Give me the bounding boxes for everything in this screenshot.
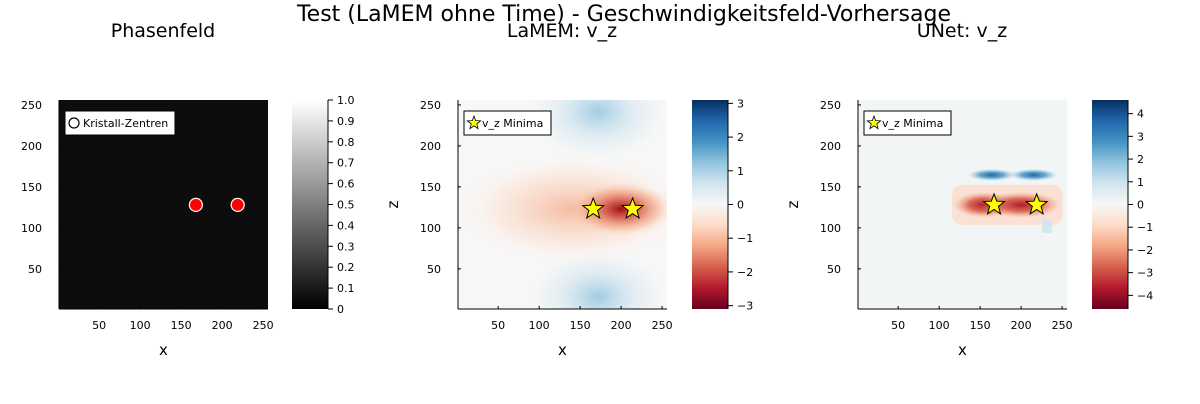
x-tick-label: 50: [92, 319, 106, 332]
predicted-artifact: [1041, 218, 1052, 233]
colorbar-tick-label: 0: [737, 199, 744, 212]
colorbar-tick-label: 0.2: [337, 261, 355, 274]
colorbar-tick-label: 2: [737, 131, 744, 144]
colorbar-tick-label: 0: [1137, 199, 1144, 212]
colorbar: [692, 100, 728, 309]
heatmap-field: [458, 100, 667, 309]
y-axis-label: z: [384, 200, 402, 208]
legend-star-icon: [866, 114, 882, 130]
x-tick-label: 200: [212, 319, 233, 332]
crystal-center-marker: [230, 197, 245, 213]
y-tick-label: 200: [420, 140, 441, 153]
legend-circle-icon: [68, 117, 80, 129]
crystal-center-marker: [188, 197, 203, 213]
y-tick-label: 50: [427, 263, 441, 276]
x-tick-label: 250: [253, 319, 274, 332]
y-tick-label: 100: [420, 222, 441, 235]
x-axis-label: x: [958, 341, 967, 359]
colorbar-tick-label: 0.9: [337, 115, 355, 128]
x-tick-label: 200: [1011, 319, 1032, 332]
x-tick-label: 100: [130, 319, 151, 332]
y-tick-label: 200: [21, 140, 42, 153]
y-tick-label: 100: [21, 222, 42, 235]
colorbar-tick-label: −3: [737, 300, 753, 313]
colorbar-tick-label: 0.5: [337, 199, 355, 212]
downwelling-core: [569, 182, 667, 236]
colorbar-tick-label: 3: [737, 97, 744, 110]
x-tick-label: 200: [611, 319, 632, 332]
colorbar-tick-label: 3: [1137, 130, 1144, 143]
x-tick-label: 100: [929, 319, 950, 332]
minimum-star-marker: [982, 192, 1006, 215]
minimum-star-marker: [1024, 192, 1049, 215]
downwelling-halo: [458, 151, 667, 267]
colorbar-tick-label: 2: [1137, 153, 1144, 166]
panel-title: UNet: v_z: [917, 20, 1007, 42]
y-tick-label: 250: [420, 99, 441, 112]
colorbar-tick-label: −1: [1137, 221, 1153, 234]
y-tick-label: 100: [820, 222, 841, 235]
upwelling-region: [533, 100, 664, 157]
x-tick-label: 250: [1052, 319, 1073, 332]
colorbar-tick-label: −4: [1137, 289, 1153, 302]
colorbar-tick-label: 1: [1137, 176, 1144, 189]
x-tick-label: 150: [570, 319, 591, 332]
colorbar-tick-label: 0.6: [337, 178, 355, 191]
colorbar-tick-label: 0: [337, 303, 344, 316]
x-tick-label: 50: [491, 319, 505, 332]
legend-box: [64, 110, 176, 136]
predicted-upwelling: [1009, 168, 1058, 181]
panel-title: Phasenfeld: [111, 20, 216, 42]
y-tick-label: 250: [21, 99, 42, 112]
y-tick-label: 50: [827, 263, 841, 276]
colorbar: [1092, 100, 1128, 309]
x-tick-label: 250: [652, 319, 673, 332]
y-axis-label: z: [784, 200, 802, 208]
legend-label: v_z Minima: [882, 117, 943, 130]
colorbar-tick-label: 0.7: [337, 157, 355, 170]
y-tick-label: 200: [820, 140, 841, 153]
legend-star-icon: [466, 114, 482, 130]
legend-label: Kristall-Zentren: [83, 117, 168, 130]
x-tick-label: 100: [529, 319, 550, 332]
panel-title: LaMEM: v_z: [507, 20, 617, 42]
colorbar-tick-label: 0.4: [337, 219, 355, 232]
colorbar-tick-label: −2: [737, 266, 753, 279]
chart-panel: LaMEM: v_z 50 100 150 200 250 50 100 150 200 250 x z…: [384, 20, 753, 359]
minimum-star-marker: [581, 196, 606, 220]
x-axis-label: x: [159, 341, 168, 359]
chart-panel: UNet: v_z 50 100 150 200 250 50 100 150 200 250 x z v…: [784, 20, 1153, 359]
colorbar-tick-label: −2: [1137, 244, 1153, 257]
legend-label: v_z Minima: [482, 117, 543, 130]
y-tick-label: 250: [820, 99, 841, 112]
figure-title: Test (LaMEM ohne Time) - Geschwindigkeit…: [296, 2, 951, 27]
x-tick-label: 150: [171, 319, 192, 332]
colorbar-tick-label: −3: [1137, 267, 1153, 280]
colorbar: [292, 100, 328, 309]
minimum-star-marker: [620, 196, 645, 220]
y-tick-label: 50: [28, 263, 42, 276]
x-tick-label: 50: [891, 319, 905, 332]
colorbar-tick-label: 0.3: [337, 240, 355, 253]
x-axis-label: x: [558, 341, 567, 359]
colorbar-tick-label: −1: [737, 232, 753, 245]
colorbar-tick-label: 1.0: [337, 94, 355, 107]
x-tick-label: 150: [970, 319, 991, 332]
colorbar-tick-label: 1: [737, 165, 744, 178]
colorbar-tick-label: 0.1: [337, 282, 355, 295]
predicted-upwelling: [967, 168, 1016, 181]
colorbar-tick-label: 0.8: [337, 136, 355, 149]
colorbar-tick-label: 4: [1137, 108, 1144, 121]
y-tick-label: 150: [21, 181, 42, 194]
chart-panel: Phasenfeld 50 100 150 200 250 50 100 150 200 250 x K…: [21, 20, 355, 359]
y-tick-label: 150: [820, 181, 841, 194]
y-tick-label: 150: [420, 181, 441, 194]
